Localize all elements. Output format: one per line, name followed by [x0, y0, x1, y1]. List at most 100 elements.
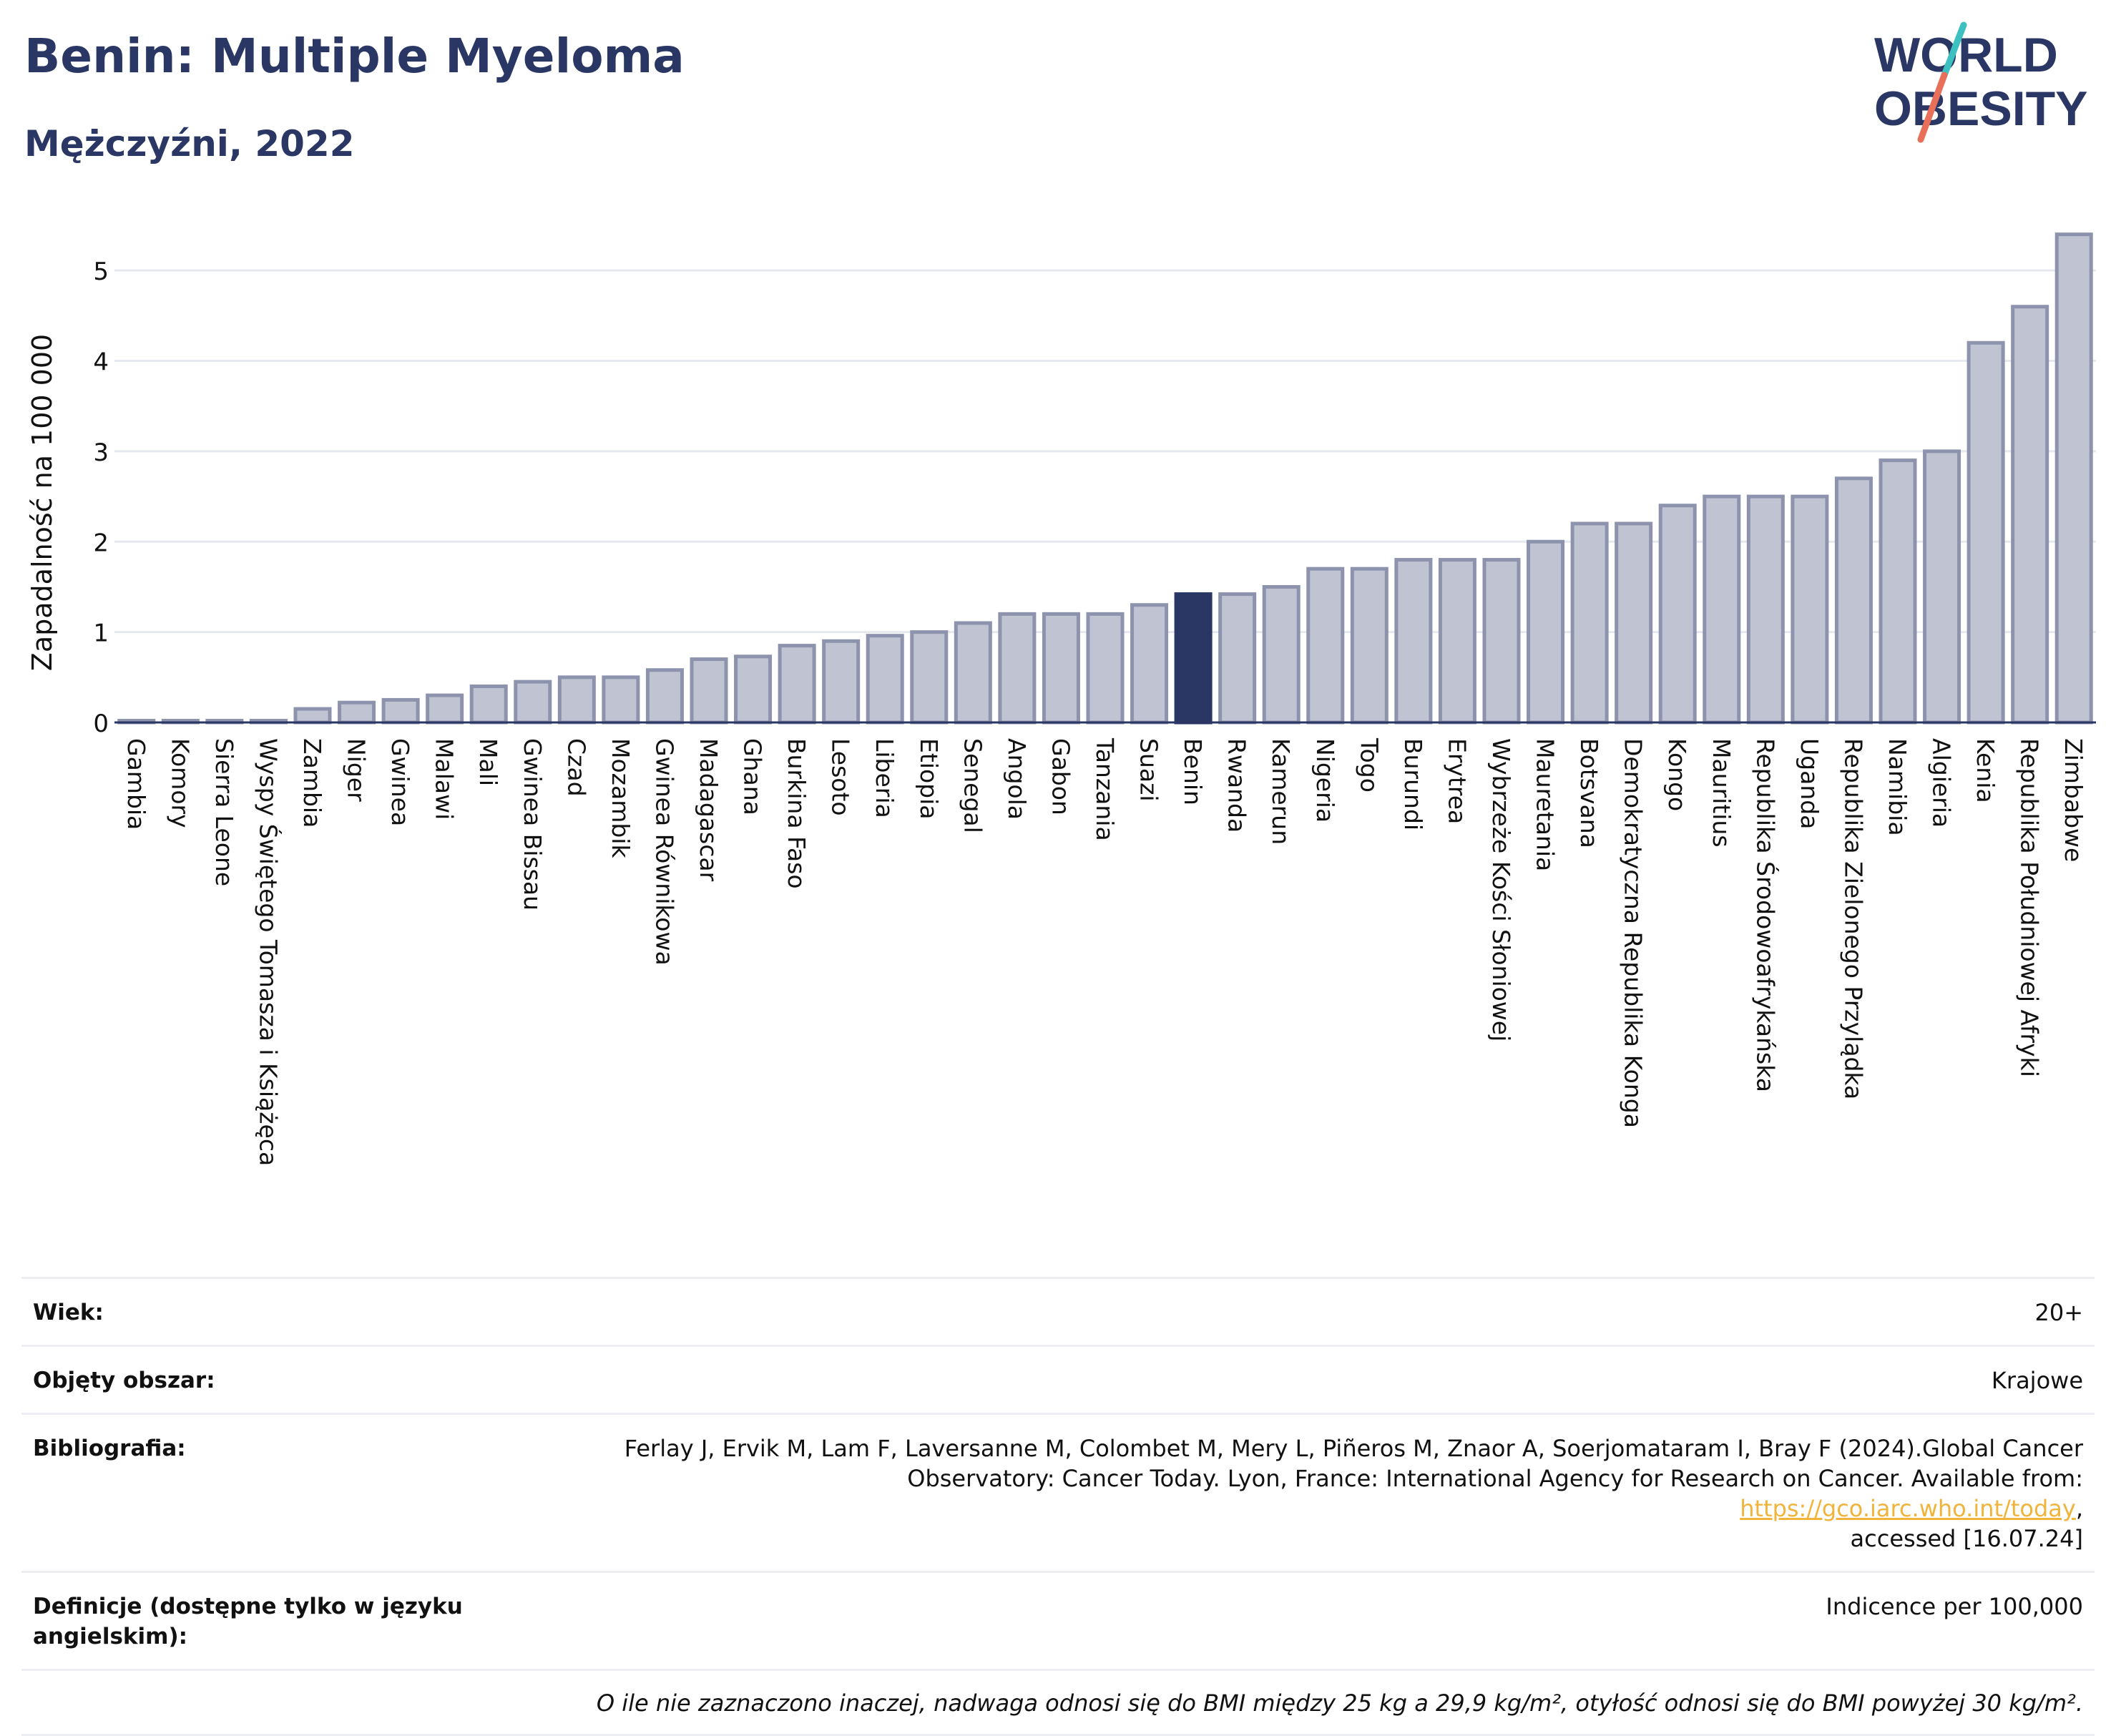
x-axis-labels: Gambia Komory Sierra Leone Wyspy Świętego T… [122, 737, 2087, 1166]
y-tick-label: 4 [93, 348, 109, 377]
world-obesity-logo: WORLD OBESITY [1874, 21, 2088, 143]
bibliography-line2: Observatory: Cancer Today. Lyon, France:… [907, 1465, 2083, 1492]
bar [426, 693, 464, 725]
x-tick-label: Gwinea [386, 738, 414, 826]
bar [1791, 494, 1829, 725]
x-tick-label: Gambia [122, 738, 150, 830]
x-tick-label: Demokratyczna Republika Konga [1620, 738, 1647, 1128]
chart-bars [117, 232, 2093, 725]
bar [1570, 521, 1609, 725]
x-tick-label: Mozambik [607, 738, 635, 858]
x-tick-label: Malawi [431, 738, 459, 820]
x-tick-label: Algieria [1928, 738, 1956, 828]
x-tick-label: Wyspy Świętego Tomasza i Książęca [254, 738, 283, 1166]
x-tick-label: Benin [1179, 738, 1207, 805]
y-tick-label: 1 [93, 619, 109, 648]
info-row-bibliography: Bibliografia: Ferlay J, Ervik M, Lam F, … [21, 1413, 2095, 1571]
x-tick-label: Mauretania [1532, 738, 1559, 871]
bar [1482, 558, 1521, 725]
x-tick-label: Czad [562, 738, 590, 797]
definitions-label: Definicje (dostępne tylko w języku angie… [33, 1594, 463, 1649]
bibliography-label: Bibliografia: [33, 1436, 186, 1461]
bar [602, 675, 640, 725]
info-row-area: Objęty obszar: Krajowe [21, 1345, 2095, 1413]
bar [1879, 458, 1917, 725]
x-tick-label: Angola [1003, 738, 1031, 820]
bar [1350, 567, 1388, 725]
bibliography-link[interactable]: https://gco.iarc.who.int/today [1740, 1495, 2076, 1522]
x-tick-label: Etiopia [915, 738, 943, 820]
bar [2054, 232, 2093, 725]
y-tick-label: 3 [93, 438, 109, 467]
bar [1615, 521, 1653, 725]
bar [1527, 539, 1565, 725]
x-tick-label: Madagascar [695, 738, 723, 882]
bar [1394, 558, 1433, 725]
area-label: Objęty obszar: [33, 1368, 215, 1393]
bar [954, 621, 992, 725]
x-tick-label: Liberia [871, 738, 898, 818]
bar [910, 630, 949, 725]
x-tick-label: Gwinea Równikowa [650, 738, 678, 966]
bar [338, 700, 376, 725]
bibliography-line3: accessed [16.07.24] [1850, 1525, 2083, 1552]
bar [645, 668, 684, 725]
x-tick-label: Tanzania [1091, 737, 1119, 841]
bar [866, 634, 904, 725]
x-tick-label: Mali [474, 738, 502, 786]
bar [2011, 305, 2049, 725]
bar [293, 707, 332, 725]
x-tick-label: Burkina Faso [783, 738, 810, 889]
x-tick-label: Gabon [1047, 738, 1074, 815]
x-tick-label: Kenia [1971, 738, 1999, 803]
info-table: Wiek: 20+ Objęty obszar: Krajowe Bibliog… [21, 1277, 2095, 1736]
bar [734, 654, 773, 725]
y-tick-label: 0 [93, 710, 109, 738]
x-tick-label: Wybrzeże Kości Słoniowej [1487, 738, 1515, 1041]
bar [469, 684, 508, 725]
x-tick-label: Gwinea Bissau [519, 738, 547, 911]
info-row-note: O ile nie zaznaczono inaczej, nadwaga od… [21, 1669, 2095, 1736]
bar [1438, 558, 1476, 725]
bibliography-line2-end: , [2075, 1495, 2083, 1522]
logo-slash-bottom [1917, 72, 1948, 143]
info-row-age: Wiek: 20+ [21, 1277, 2095, 1345]
age-value: 20+ [2034, 1299, 2083, 1326]
definition-note: O ile nie zaznaczono inaczej, nadwaga od… [596, 1690, 2083, 1717]
x-tick-label: Senegal [959, 738, 986, 833]
definitions-value: Indicence per 100,000 [1826, 1593, 2083, 1620]
y-axis-label: Zapadalność na 100 000 [26, 334, 58, 671]
bar [1262, 584, 1301, 725]
x-tick-label: Botsvana [1575, 738, 1603, 848]
logo-line1: WORLD [1874, 28, 2058, 82]
x-tick-label: Uganda [1796, 738, 1823, 829]
bar [822, 639, 861, 725]
y-tick-label: 2 [93, 529, 109, 557]
x-tick-label: Namibia [1884, 738, 1911, 836]
bar [1703, 494, 1741, 725]
age-label: Wiek: [33, 1300, 104, 1325]
x-tick-label: Zimbabwe [2059, 738, 2087, 862]
bar [1923, 449, 1961, 725]
x-tick-label: Ghana [739, 738, 767, 815]
bar [1130, 603, 1169, 725]
bar [1086, 612, 1125, 725]
bar [1218, 592, 1257, 725]
x-tick-label: Suazi [1135, 738, 1163, 802]
x-tick-label: Togo [1355, 737, 1383, 793]
bar [1658, 504, 1697, 725]
x-tick-label: Kongo [1663, 738, 1691, 811]
bibliography-line1: Ferlay J, Ervik M, Lam F, Laversanne M, … [624, 1435, 2083, 1462]
x-tick-label: Lesoto [827, 738, 855, 816]
bar-chart: 0 1 2 3 4 5 Gambia Komory Sierra Leone Wyspy Świ… [26, 232, 2096, 1166]
info-row-definitions: Definicje (dostępne tylko w języku angie… [21, 1571, 2095, 1669]
bar [1834, 476, 1873, 725]
logo-slash-top [1941, 21, 1967, 79]
x-tick-label: Republika Środowoafrykańska [1751, 738, 1780, 1092]
x-tick-label: Rwanda [1223, 738, 1251, 833]
bar [381, 697, 420, 725]
y-axis-ticks: 0 1 2 3 4 5 [93, 258, 109, 738]
bibliography-value: Ferlay J, Ervik M, Lam F, Laversanne M, … [581, 1433, 2083, 1554]
bar [778, 644, 816, 725]
bar [514, 680, 552, 725]
